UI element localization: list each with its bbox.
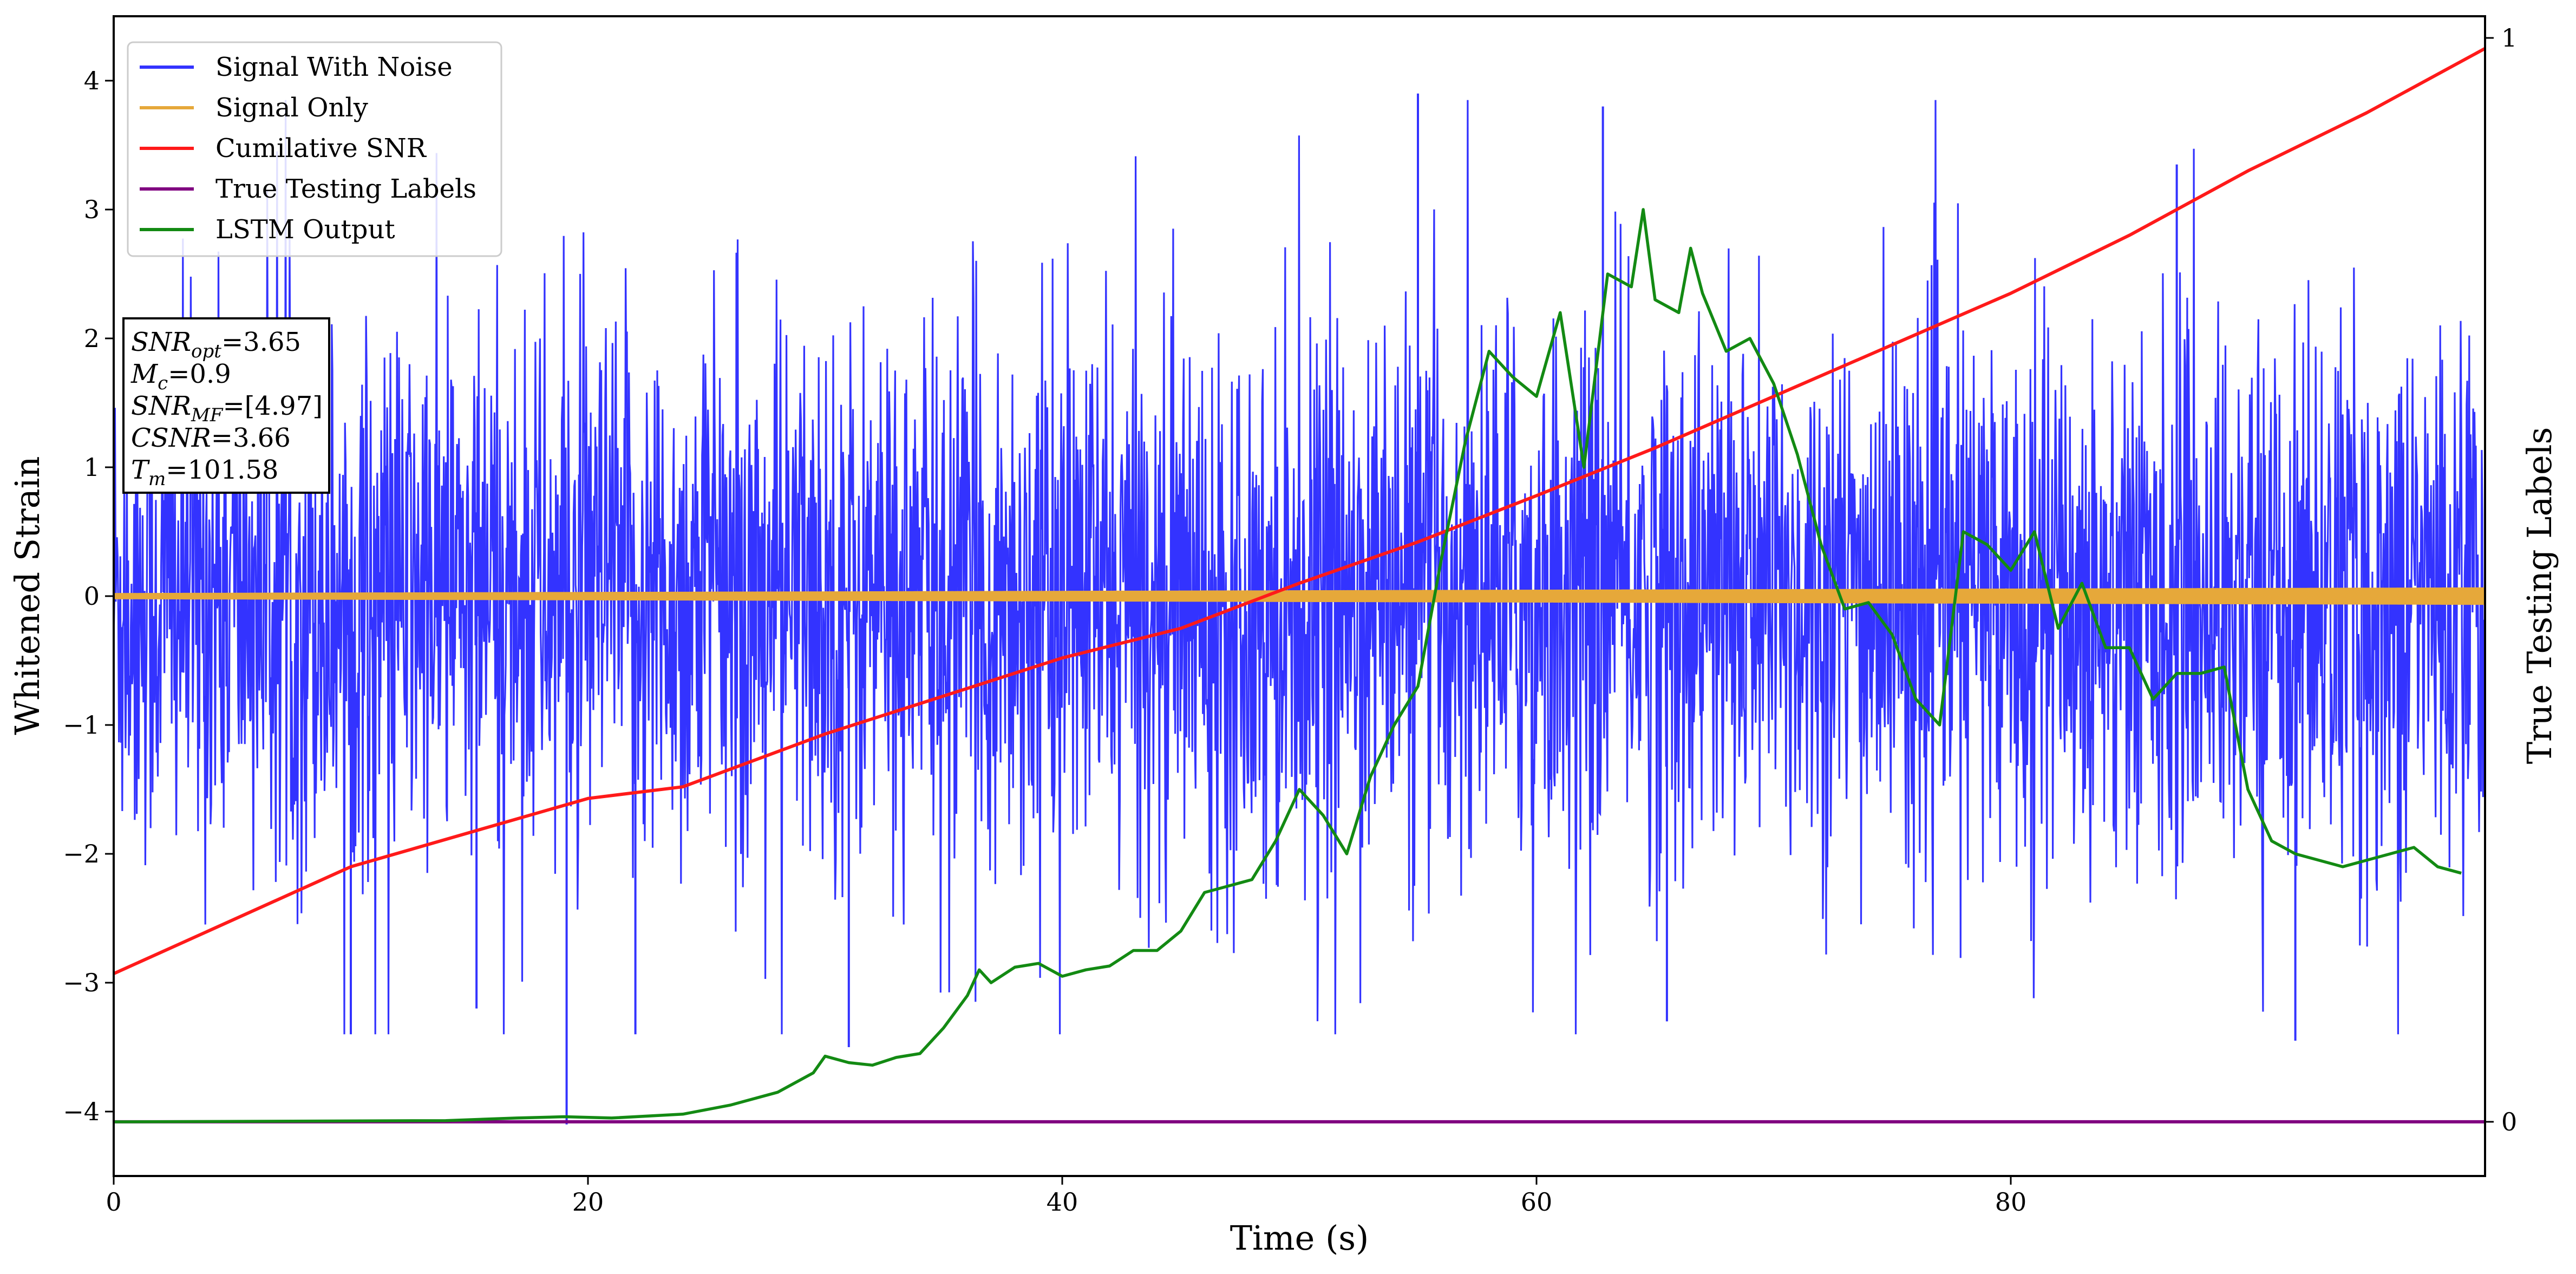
y-axis-label: Whitened Strain (8, 456, 47, 735)
legend: Signal With Noise Signal Only Cumilative S… (127, 41, 502, 257)
y-tick-label: 2 (84, 324, 100, 353)
y2-tick-label: 0 (2501, 1107, 2517, 1136)
y-tick-label: 4 (84, 66, 100, 95)
x-tick-label: 20 (572, 1187, 604, 1217)
y-tick-label: 1 (84, 453, 100, 482)
legend-label-lstm-output: LSTM Output (215, 214, 395, 245)
signal-with-noise-series (114, 93, 2485, 1125)
legend-label-true-labels: True Testing Labels (215, 174, 476, 204)
legend-label-cumulative-snr: Cumilative SNR (215, 133, 427, 164)
legend-frame (127, 41, 502, 257)
x-tick-label: 0 (106, 1187, 121, 1217)
annotation-line-4: Tm=101.58 (131, 455, 278, 490)
y-tick-label: −3 (63, 968, 100, 997)
cumulative-snr-line (114, 47, 2485, 976)
annotation-line-2: SNRMF=[4.97] (131, 391, 323, 426)
y2-axis-label: True Testing Labels (2520, 427, 2559, 765)
y-tick-label: −1 (63, 710, 100, 740)
x-tick-label: 40 (1047, 1187, 1078, 1217)
annotation-frame (122, 317, 330, 494)
legend-label-signal-with-noise: Signal With Noise (215, 52, 453, 82)
annotation-box: SNRopt=3.65Mc=0.9SNRMF=[4.97]CSNR=3.66Tm… (122, 317, 330, 494)
y2-tick-label: 1 (2501, 23, 2517, 53)
y-tick-label: 3 (84, 195, 100, 224)
line-series-group (114, 47, 2485, 1123)
y-tick-label: −2 (63, 839, 100, 868)
signal-only-line (114, 587, 2485, 605)
x-tick-label: 80 (1995, 1187, 2027, 1217)
lstm-output-line (114, 208, 2462, 1123)
annotation-line-1: Mc=0.9 (130, 359, 231, 394)
x-axis-label: Time (s) (1230, 1218, 1369, 1258)
signal-with-noise-line (114, 100, 2485, 1035)
x-tick-label: 60 (1521, 1187, 1553, 1217)
annotation-line-0: SNRopt=3.65 (131, 327, 301, 362)
legend-label-signal-only: Signal Only (215, 93, 368, 123)
signal-only-series (114, 587, 2485, 605)
annotation-line-3: CSNR=3.66 (131, 423, 291, 453)
y-tick-label: 0 (84, 582, 100, 611)
y-tick-label: −4 (63, 1097, 100, 1126)
